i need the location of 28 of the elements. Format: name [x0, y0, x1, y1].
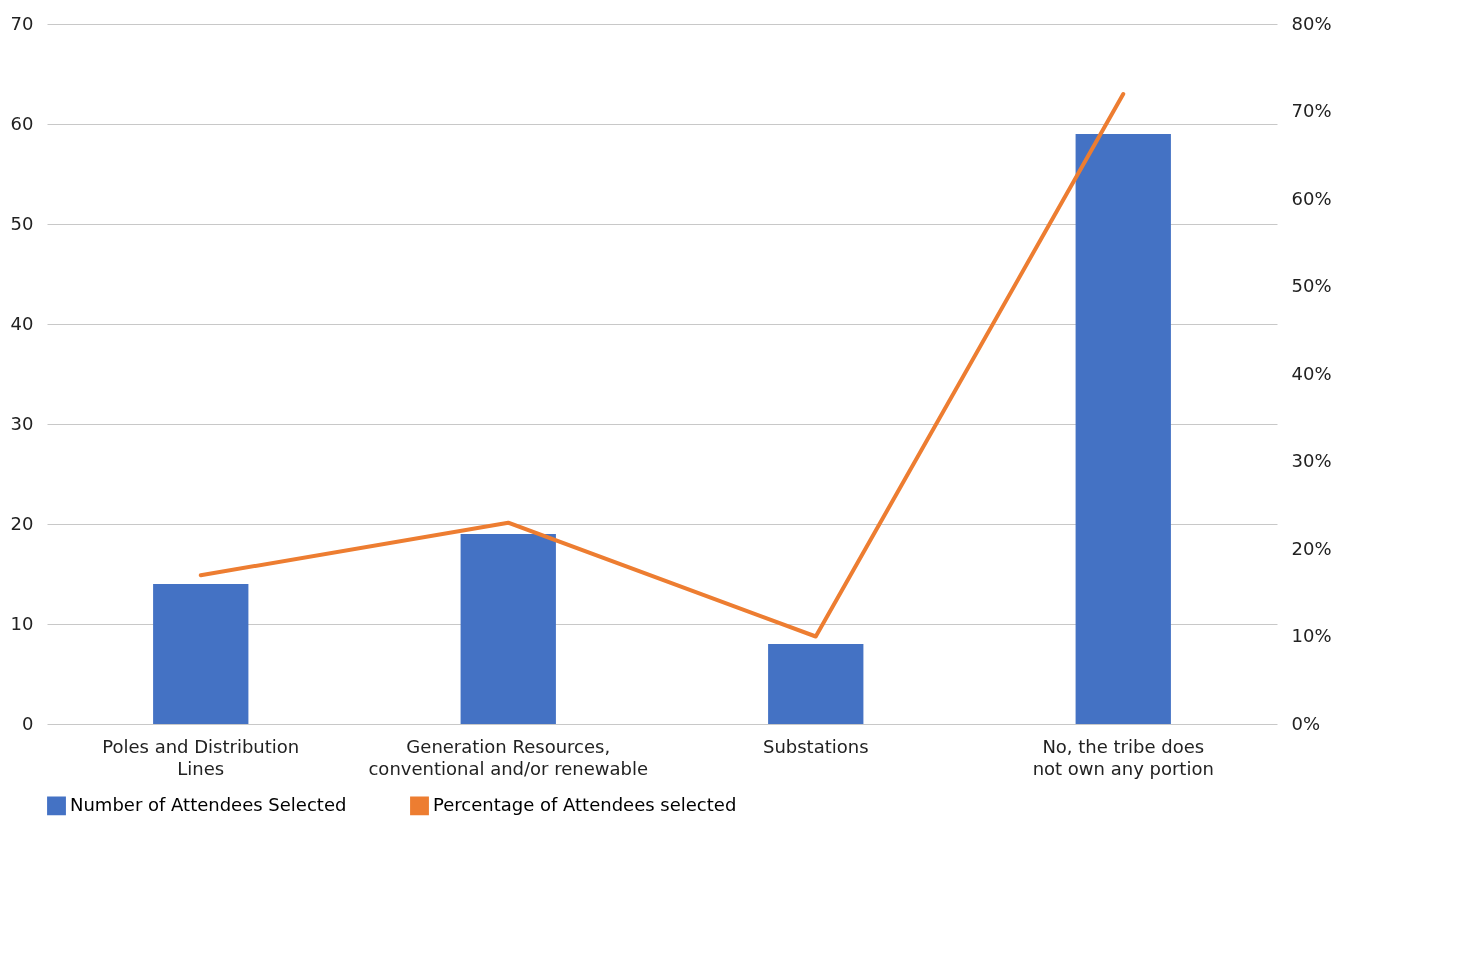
x-tick-label: Poles and Distribution Lines	[102, 735, 300, 779]
y2-tick-label: 40%	[1291, 362, 1332, 384]
bar	[460, 534, 556, 724]
x-tick-label: No, the tribe does not own any portion	[1032, 735, 1214, 779]
legend-label: Percentage of Attendees selected	[433, 793, 737, 815]
y-tick-label: 20	[10, 512, 34, 534]
y2-tick-label: 60%	[1291, 187, 1332, 209]
y2-tick-label: 30%	[1291, 450, 1332, 471]
y2-tick-label: 50%	[1291, 275, 1332, 296]
y-tick-label: 50	[10, 212, 34, 234]
y-tick-label: 40	[10, 312, 34, 334]
y2-tick-label: 0%	[1291, 712, 1321, 734]
y2-tick-label: 20%	[1291, 537, 1332, 559]
y-tick-label: 60	[10, 112, 34, 134]
x-tick-label: Generation Resources, conventional and/or renewable	[368, 735, 649, 779]
y-tick-label: 70	[10, 12, 34, 34]
y-tick-label: 0	[22, 712, 34, 734]
y2-tick-label: 70%	[1291, 100, 1332, 121]
y2-tick-label: 80%	[1291, 12, 1332, 34]
y2-tick-label: 10%	[1291, 625, 1332, 646]
legend-label: Number of Attendees Selected	[70, 793, 347, 815]
x-tick-label: Substations	[762, 735, 869, 757]
y-tick-label: 10	[10, 612, 34, 634]
bar	[153, 584, 249, 724]
bar	[1075, 134, 1171, 724]
line-series	[198, 92, 1126, 639]
bar	[768, 644, 864, 724]
y-tick-label: 30	[10, 412, 34, 434]
